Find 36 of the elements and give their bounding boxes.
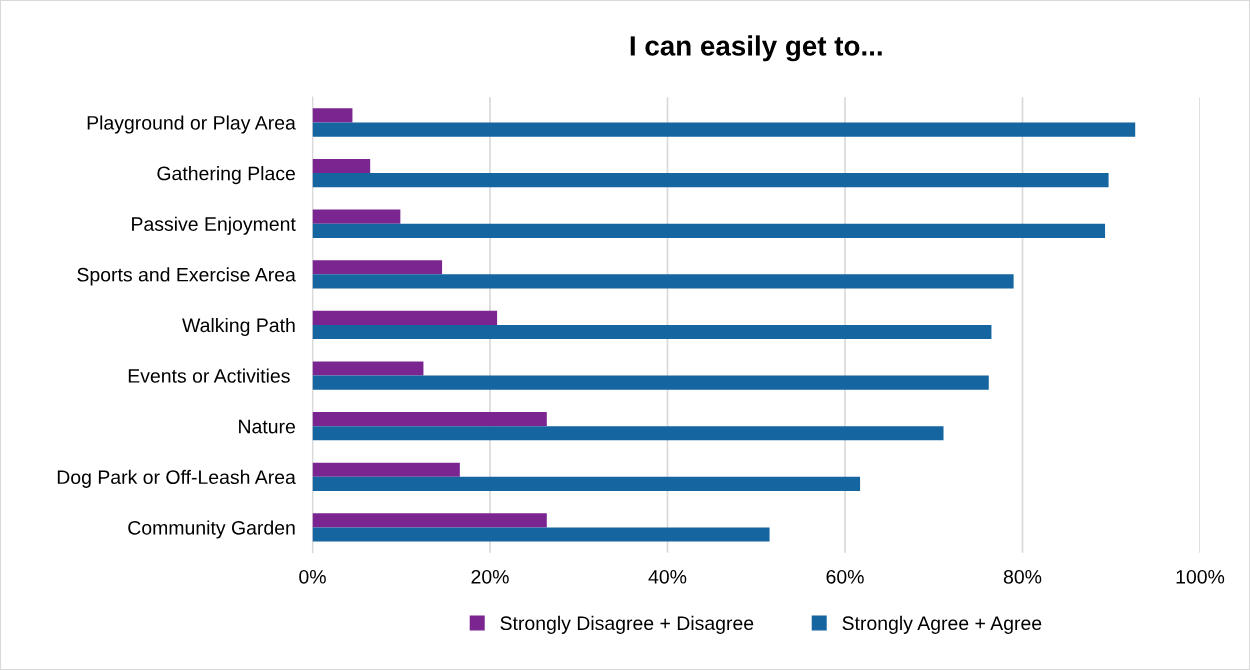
x-tick-label: 60%	[826, 569, 864, 584]
bar	[312, 108, 353, 123]
y-tick-label: Walking Path	[182, 317, 295, 337]
bar	[312, 476, 861, 491]
y-tick-label: Events or Activities	[128, 368, 290, 383]
x-tick-label: 100%	[1176, 569, 1225, 584]
y-tick-label: Passive Enjoyment	[132, 216, 296, 235]
y-tick-label: Gathering Place	[157, 166, 295, 185]
bar	[312, 223, 1106, 238]
x-tick-label: 80%	[1003, 569, 1042, 584]
y-tick-label: Nature	[239, 419, 295, 434]
x-tick-label: 20%	[471, 569, 509, 584]
bar	[312, 173, 1109, 188]
y-tick-label: Dog Park or Off-Leash Area	[57, 469, 296, 488]
x-tick-label: 0%	[299, 569, 326, 584]
legend-label: Strongly Disagree + Disagree	[500, 615, 754, 634]
bar	[312, 527, 770, 542]
bar	[312, 274, 1014, 289]
bar	[312, 310, 498, 325]
bar	[312, 361, 424, 376]
bar	[312, 122, 1136, 137]
chart-title: I can easily get to...	[630, 35, 882, 62]
bar	[312, 412, 547, 427]
y-tick-label: Community Garden	[128, 520, 295, 539]
bar	[312, 513, 547, 528]
y-tick-label: Sports and Exercise Area	[77, 267, 296, 286]
bar	[312, 426, 944, 441]
bar	[312, 260, 443, 275]
bar	[312, 375, 989, 390]
x-tick-label: 40%	[648, 569, 687, 584]
bar	[312, 324, 992, 340]
bar	[312, 209, 401, 224]
bar	[312, 462, 460, 477]
legend-label: Strongly Agree + Agree	[842, 615, 1042, 634]
bar	[312, 158, 371, 174]
y-tick-label: Playground or Play Area	[87, 115, 296, 134]
